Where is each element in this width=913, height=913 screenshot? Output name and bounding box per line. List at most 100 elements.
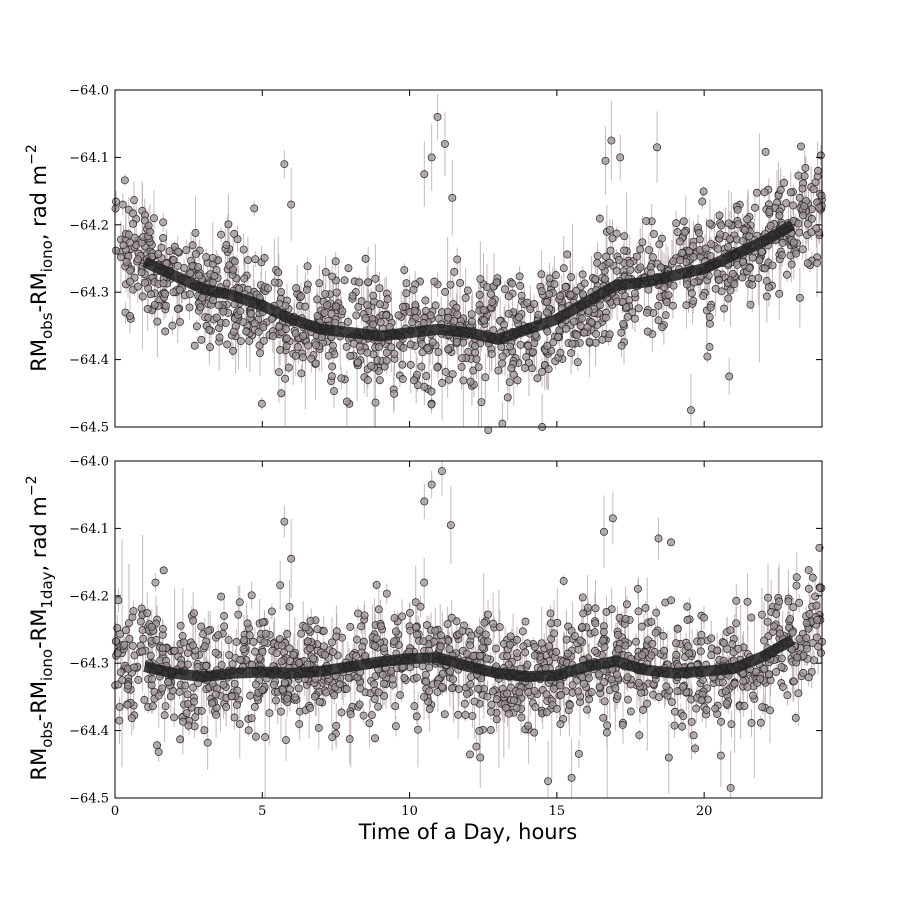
data-point: [206, 343, 214, 351]
data-point: [398, 303, 407, 311]
data-point: [655, 240, 664, 249]
data-point: [658, 323, 667, 332]
data-point: [471, 342, 479, 351]
data-point: [498, 419, 507, 428]
data-point: [352, 635, 361, 644]
data-point: [376, 300, 384, 309]
data-point: [394, 311, 403, 320]
data-point: [707, 240, 716, 249]
data-point: [130, 196, 138, 205]
data-point: [299, 331, 308, 340]
data-point: [795, 193, 804, 202]
y-tick-label: −64.4: [69, 353, 109, 368]
data-point: [173, 304, 182, 313]
data-point: [414, 725, 422, 734]
data-point: [269, 680, 278, 689]
data-point: [678, 248, 687, 257]
data-point: [816, 584, 825, 592]
data-point: [440, 710, 449, 719]
data-point: [760, 636, 769, 645]
data-point: [726, 235, 734, 243]
data-point: [151, 578, 160, 587]
data-point: [537, 287, 546, 296]
data-point: [259, 336, 268, 345]
data-point: [245, 336, 254, 345]
data-point: [183, 660, 192, 669]
data-point: [311, 359, 320, 368]
data-point: [250, 647, 259, 656]
data-point: [438, 378, 447, 387]
data-point: [355, 342, 364, 351]
data-point: [655, 693, 663, 702]
data-point: [244, 726, 253, 735]
data-point: [283, 630, 292, 638]
data-point: [331, 302, 340, 311]
data-point: [791, 713, 800, 722]
data-point: [359, 711, 368, 720]
y-tick-label: −64.0: [69, 84, 109, 99]
data-point: [506, 632, 515, 641]
data-point: [699, 187, 708, 196]
data-point: [470, 697, 479, 706]
data-point: [360, 611, 369, 620]
data-point: [143, 305, 152, 313]
data-point: [236, 307, 245, 316]
data-point: [705, 219, 714, 228]
data-point: [361, 314, 370, 323]
data-point: [239, 318, 248, 327]
data-point: [321, 268, 330, 277]
data-point: [217, 230, 226, 239]
data-point: [280, 160, 289, 169]
data-point: [247, 591, 256, 600]
data-point: [398, 360, 407, 369]
data-point: [715, 211, 724, 220]
data-point: [230, 257, 239, 266]
data-point: [534, 310, 543, 319]
data-point: [738, 236, 747, 245]
data-point: [315, 279, 324, 288]
data-point: [641, 603, 650, 612]
data-point: [654, 316, 663, 325]
data-point: [572, 331, 581, 340]
data-point: [807, 228, 816, 237]
data-point: [361, 254, 370, 263]
data-point: [356, 684, 365, 693]
data-point: [668, 301, 677, 310]
data-point: [816, 151, 825, 160]
data-point: [467, 317, 476, 326]
data-point: [396, 691, 405, 700]
data-point: [706, 251, 715, 260]
data-point: [669, 257, 678, 266]
data-point: [159, 234, 168, 242]
data-point: [537, 270, 546, 279]
data-point: [775, 289, 784, 298]
data-point: [755, 256, 764, 265]
data-point: [191, 250, 200, 258]
data-point: [507, 364, 516, 373]
data-point: [338, 307, 347, 316]
data-point: [687, 289, 696, 298]
data-point: [617, 328, 626, 337]
data-point: [146, 651, 155, 660]
data-point: [480, 316, 489, 325]
data-point: [239, 245, 248, 254]
data-point: [328, 272, 337, 281]
data-point: [566, 290, 575, 299]
data-point: [444, 313, 453, 322]
data-point: [778, 238, 787, 247]
data-point: [126, 266, 135, 275]
data-point: [297, 292, 305, 301]
y-tick-label: −64.5: [69, 421, 109, 436]
data-point: [724, 219, 733, 228]
data-point: [720, 304, 729, 313]
data-point: [792, 581, 801, 590]
data-point: [481, 373, 490, 382]
data-point: [277, 707, 285, 716]
data-point: [580, 328, 589, 337]
data-point: [126, 277, 134, 286]
data-point: [574, 749, 583, 758]
data-point: [139, 634, 148, 643]
data-point: [605, 258, 614, 267]
data-point: [277, 287, 286, 296]
data-point: [134, 255, 142, 264]
